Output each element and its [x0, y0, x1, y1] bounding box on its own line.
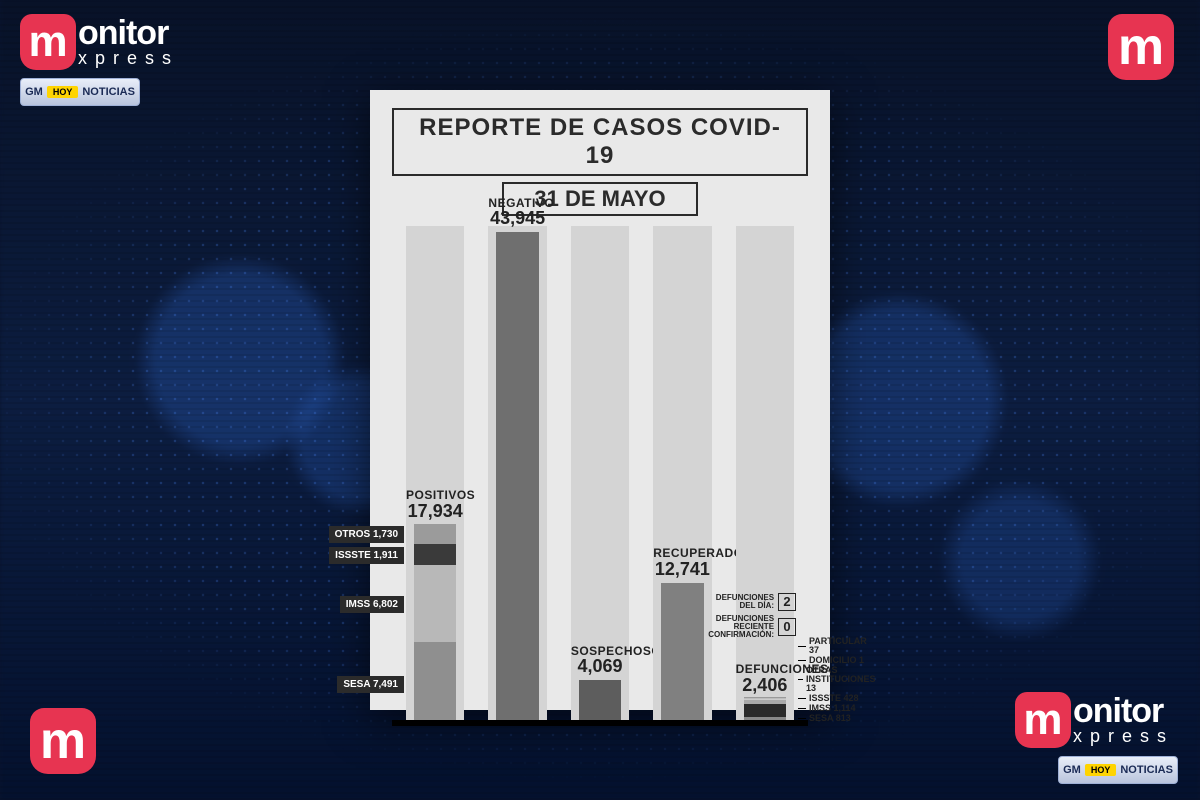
segment-label: OTROS 1,730	[329, 526, 404, 543]
gm-text: GM	[1063, 764, 1081, 776]
bar-segment	[661, 583, 703, 726]
column-negativo: NEGATIVO43,945	[488, 226, 546, 726]
bar-label-defunciones: DEFUNCIONES2,406	[736, 663, 794, 694]
defunciones-day-boxes: DEFUNCIONES DEL DÍA:2DEFUNCIONES RECIENT…	[702, 593, 796, 643]
column-recuperados: RECUPERADOS12,741	[653, 226, 711, 726]
brand-word: onitor	[1073, 692, 1163, 730]
brand-logo-bottom-right: m onitor xpress GM HOY NOTICIAS	[1015, 692, 1178, 784]
bar-positivos	[414, 524, 456, 726]
bar-negativo	[496, 232, 538, 726]
bar-label-positivos: POSITIVOS17,934	[406, 489, 464, 520]
brand-m-icon: m	[1108, 14, 1174, 80]
brand-m-icon: m	[20, 14, 76, 70]
gm-hoy: HOY	[1085, 764, 1117, 776]
column-positivos: SESA 7,491IMSS 6,802ISSSTE 1,911OTROS 1,…	[406, 226, 464, 726]
brand-subword: xpress	[1073, 728, 1178, 745]
bar-segment	[414, 544, 456, 565]
brand-logo-top-left: m onitor xpress GM HOY NOTICIAS	[20, 14, 183, 106]
report-card: REPORTE DE CASOS COVID-19 31 DE MAYO SES…	[370, 90, 830, 710]
gm-noticias-badge: GM HOY NOTICIAS	[1058, 756, 1178, 784]
bar-segment	[414, 642, 456, 726]
brand-wordmark: onitor xpress	[78, 17, 183, 66]
chart-columns: SESA 7,491IMSS 6,802ISSSTE 1,911OTROS 1,…	[392, 226, 808, 726]
chart-baseline	[392, 720, 808, 726]
gm-noticias-badge: GM HOY NOTICIAS	[20, 78, 140, 106]
bar-label-sospechosos: SOSPECHOSOS4,069	[571, 645, 629, 676]
bar-label-negativo: NEGATIVO43,945	[488, 197, 546, 228]
card-title: REPORTE DE CASOS COVID-19	[392, 108, 808, 176]
gm-text: GM	[25, 86, 43, 98]
segment-label: ISSSTE 1,911	[329, 547, 404, 564]
brand-logo-bottom-left: m	[30, 708, 96, 774]
column-sospechosos: SOSPECHOSOS4,069	[571, 226, 629, 726]
card-title-block: REPORTE DE CASOS COVID-19 31 DE MAYO	[392, 108, 808, 216]
bar-segment	[496, 232, 538, 726]
brand-word: onitor	[78, 14, 168, 52]
segment-label: SESA 7,491	[337, 676, 404, 693]
brand-subword: xpress	[78, 50, 183, 67]
bar-recuperados	[661, 583, 703, 726]
brand-wordmark: onitor xpress	[1073, 695, 1178, 744]
segment-label: IMSS 6,802	[340, 596, 404, 613]
bar-label-recuperados: RECUPERADOS12,741	[653, 547, 711, 578]
gm-noticias: NOTICIAS	[1120, 764, 1173, 776]
brand-m-icon: m	[30, 708, 96, 774]
defunciones-breakdown: PARTICULAR 37DOMICILIO 1OTRAS INSTITUCIO…	[798, 636, 879, 724]
bar-segment	[744, 704, 786, 717]
chart-area: SESA 7,491IMSS 6,802ISSSTE 1,911OTROS 1,…	[392, 226, 808, 726]
bar-segment	[414, 524, 456, 543]
bar-segment	[414, 565, 456, 641]
column-defunciones: DEFUNCIONES2,406DEFUNCIONES DEL DÍA:2DEF…	[736, 226, 794, 726]
gm-noticias: NOTICIAS	[82, 86, 135, 98]
brand-m-icon: m	[1015, 692, 1071, 748]
brand-logo-top-right: m	[1108, 14, 1174, 80]
gm-hoy: HOY	[47, 86, 79, 98]
